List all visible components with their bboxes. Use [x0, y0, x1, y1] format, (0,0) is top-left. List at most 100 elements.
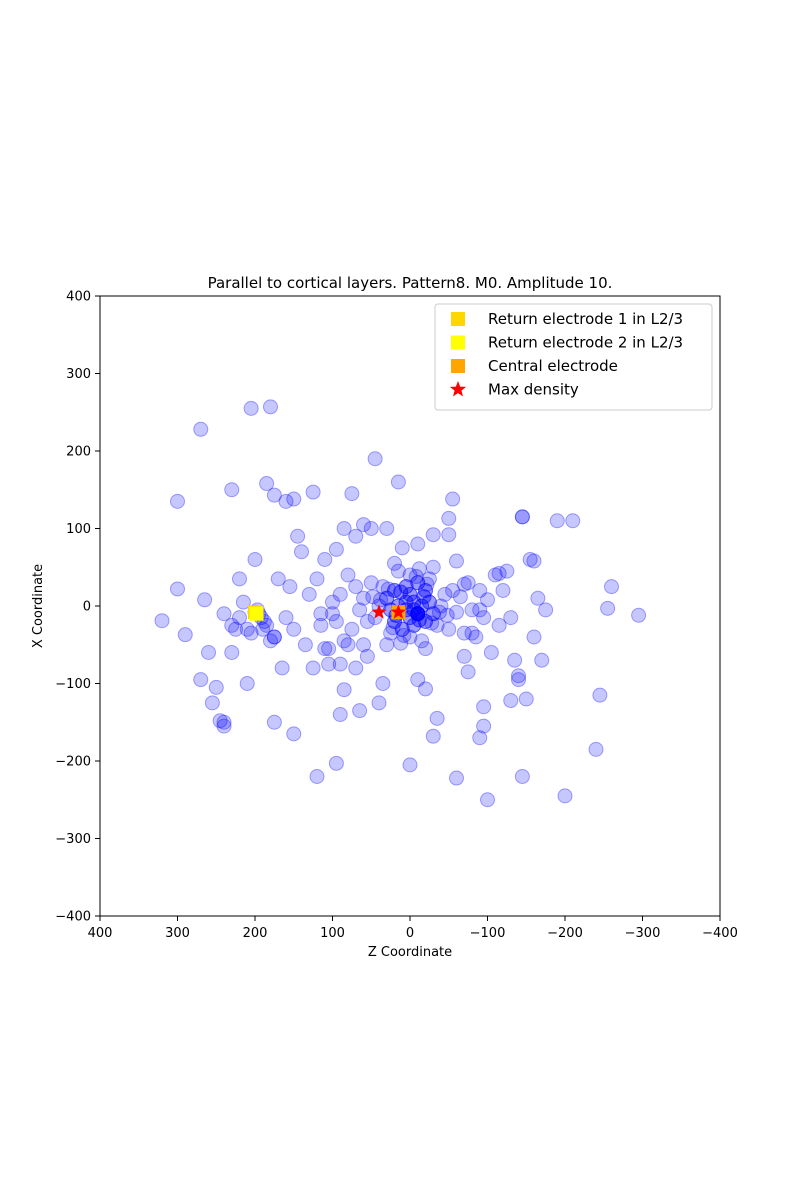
data-point — [421, 571, 437, 587]
data-point — [313, 617, 329, 633]
legend-star-icon — [449, 381, 467, 397]
data-point — [216, 718, 232, 734]
legend-label: Return electrode 2 in L2/3 — [488, 334, 683, 352]
data-point — [406, 617, 422, 633]
data-point — [526, 629, 542, 645]
data-point — [408, 569, 424, 585]
data-point — [393, 635, 409, 651]
data-point — [402, 567, 418, 583]
data-point — [328, 755, 344, 771]
data-point — [379, 590, 395, 606]
data-point — [348, 579, 364, 595]
data-point — [204, 695, 220, 711]
data-point — [425, 606, 441, 622]
data-point — [394, 621, 410, 637]
data-point — [332, 707, 348, 722]
data-point — [297, 637, 313, 653]
data-point — [418, 614, 433, 629]
data-point — [352, 703, 368, 719]
data-point — [460, 575, 476, 591]
data-point — [565, 513, 581, 529]
data-point — [476, 718, 492, 734]
data-point — [530, 590, 546, 606]
data-point — [460, 664, 476, 680]
plot-area — [99, 295, 721, 917]
data-point — [201, 645, 216, 660]
x-tick-label: 100 — [320, 926, 345, 941]
data-point — [433, 598, 449, 614]
data-point — [410, 575, 426, 591]
data-point — [208, 679, 224, 695]
data-point — [383, 625, 399, 641]
data-point — [387, 583, 402, 598]
data-point — [243, 400, 259, 416]
data-point — [410, 606, 426, 622]
legend-label: Return electrode 1 in L2/3 — [488, 310, 683, 328]
data-point — [340, 567, 356, 583]
data-point — [411, 561, 427, 577]
data-point — [418, 583, 433, 598]
max-density-marker — [371, 604, 387, 619]
y-tick-label: 400 — [66, 290, 91, 305]
data-point — [406, 594, 422, 610]
data-point — [344, 621, 360, 637]
data-point — [441, 621, 457, 637]
data-point — [317, 641, 333, 657]
data-point — [232, 610, 247, 626]
data-point — [224, 617, 240, 633]
data-point — [325, 606, 340, 622]
legend-square-icon — [451, 359, 465, 373]
data-point — [406, 617, 422, 633]
data-point — [259, 617, 275, 633]
data-point — [243, 625, 259, 641]
data-point — [371, 695, 387, 711]
y-tick-label: −200 — [55, 755, 91, 770]
data-point — [266, 629, 282, 645]
data-point — [387, 555, 402, 571]
data-point — [286, 621, 302, 637]
data-point — [411, 612, 427, 628]
data-point — [336, 521, 352, 536]
data-point — [359, 614, 375, 629]
data-point — [263, 399, 278, 415]
data-point — [340, 637, 356, 653]
data-point — [224, 482, 240, 498]
data-point — [274, 660, 290, 676]
data-point — [332, 586, 348, 602]
data-point — [317, 552, 333, 567]
data-point — [193, 672, 209, 688]
data-point — [356, 517, 371, 533]
data-point — [282, 579, 298, 595]
data-point — [503, 693, 519, 709]
data-point — [557, 788, 573, 804]
data-point — [418, 641, 433, 657]
data-point — [429, 617, 445, 633]
data-point — [336, 633, 352, 649]
data-point — [332, 656, 348, 672]
data-point — [518, 691, 534, 707]
data-point — [406, 594, 422, 610]
data-point — [549, 513, 565, 529]
data-point — [365, 589, 381, 605]
data-point — [600, 600, 616, 616]
data-point — [425, 606, 441, 622]
data-point — [393, 584, 409, 600]
data-point — [410, 606, 426, 622]
data-point — [414, 633, 430, 649]
data-point — [255, 621, 271, 637]
data-point — [452, 589, 468, 605]
x-tick-label: −300 — [625, 926, 661, 941]
data-point — [216, 606, 232, 622]
data-point — [410, 606, 426, 622]
data-point — [170, 581, 185, 597]
data-point — [592, 687, 608, 703]
y-tick-label: 300 — [66, 367, 91, 382]
x-tick-label: 200 — [243, 926, 268, 941]
data-point — [416, 589, 432, 605]
data-point — [480, 592, 495, 608]
data-point — [393, 584, 409, 600]
data-point — [321, 656, 337, 672]
data-point — [363, 575, 379, 591]
data-point — [499, 563, 515, 579]
data-point — [301, 586, 317, 602]
